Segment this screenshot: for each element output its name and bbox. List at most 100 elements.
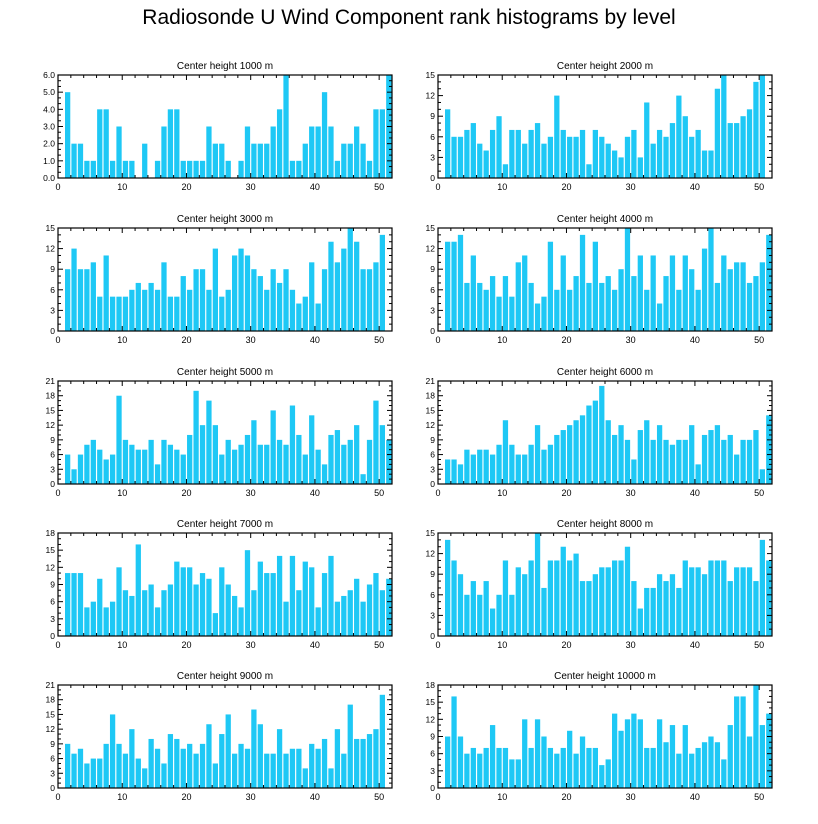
histogram-bar xyxy=(470,581,476,636)
histogram-bar xyxy=(470,747,476,788)
y-tick-label: 15 xyxy=(46,545,56,555)
histogram-bar xyxy=(695,289,701,331)
histogram-bar xyxy=(219,454,225,484)
histogram-bar xyxy=(656,425,663,484)
histogram-bar xyxy=(477,753,483,788)
histogram-bar xyxy=(97,449,103,484)
histogram-bar xyxy=(309,743,315,788)
x-tick-label: 0 xyxy=(55,640,60,650)
histogram-bar xyxy=(347,439,353,484)
x-tick-label: 30 xyxy=(246,640,256,650)
histogram-bar xyxy=(759,725,765,788)
histogram-bar xyxy=(161,590,167,636)
panel-title: Center height 3000 m xyxy=(177,214,273,225)
y-tick-label: 6 xyxy=(430,132,435,142)
histogram-bar xyxy=(161,763,167,788)
histogram-bar xyxy=(656,129,663,178)
histogram-bar xyxy=(714,282,721,331)
y-tick-label: 0 xyxy=(430,326,435,336)
histogram-bar xyxy=(270,410,276,484)
x-tick-label: 40 xyxy=(690,792,700,802)
histogram-bar xyxy=(528,444,534,484)
y-tick-label: 15 xyxy=(426,697,436,707)
histogram-bar xyxy=(547,560,554,636)
histogram-bar xyxy=(238,160,244,178)
histogram-bar xyxy=(276,439,283,484)
histogram-panel: Center height 3000 m 0 3 6 9 12 15 0 10 20 30 40 50 xyxy=(46,214,393,345)
histogram-bar xyxy=(206,126,212,178)
x-tick-label: 20 xyxy=(561,182,571,192)
histogram-bar xyxy=(71,753,77,788)
histogram-bar xyxy=(457,574,464,636)
histogram-bar xyxy=(592,747,598,788)
y-tick-label: 6 xyxy=(430,749,435,759)
histogram-bar xyxy=(71,469,77,484)
y-tick-label: 12 xyxy=(426,714,436,724)
x-tick-label: 50 xyxy=(374,488,384,498)
y-tick-label: 9 xyxy=(50,580,55,590)
histogram-bar xyxy=(669,725,676,788)
histogram-bar xyxy=(759,75,765,178)
histogram-bar xyxy=(232,449,238,484)
histogram-bar xyxy=(477,449,483,484)
histogram-bar xyxy=(560,546,566,636)
y-tick-label: 18 xyxy=(426,680,436,690)
histogram-bar xyxy=(554,753,560,788)
histogram-bar xyxy=(341,595,347,636)
panel-title: Center height 10000 m xyxy=(554,671,656,682)
histogram-bar xyxy=(315,126,321,178)
histogram-bar xyxy=(695,747,701,788)
histogram-bar xyxy=(309,567,315,636)
histogram-bar xyxy=(283,601,289,636)
histogram-bar xyxy=(502,420,509,484)
histogram-bar xyxy=(90,439,96,484)
histogram-bar xyxy=(109,296,116,331)
histogram-bar xyxy=(560,430,566,484)
histogram-bar xyxy=(302,143,308,178)
histogram-bar xyxy=(451,696,457,788)
histogram-bar xyxy=(174,738,180,788)
y-tick-label: 4.0 xyxy=(43,104,55,114)
histogram-bar xyxy=(740,262,746,331)
x-tick-label: 40 xyxy=(690,640,700,650)
histogram-bar xyxy=(321,92,328,178)
x-tick-label: 30 xyxy=(626,640,636,650)
y-tick-label: 21 xyxy=(46,376,56,386)
histogram-bar xyxy=(116,296,122,331)
histogram-bar xyxy=(766,560,772,636)
histogram-bar xyxy=(212,425,218,484)
histogram-bar xyxy=(496,296,502,331)
y-tick-label: 12 xyxy=(426,91,436,101)
histogram-bar xyxy=(135,449,141,484)
histogram-bar xyxy=(573,420,579,484)
histogram-bar xyxy=(605,276,611,331)
histogram-bar xyxy=(637,608,643,636)
histogram-bar xyxy=(663,136,669,178)
histogram-bar xyxy=(560,255,566,331)
x-tick-label: 20 xyxy=(561,792,571,802)
histogram-bar xyxy=(276,282,283,331)
histogram-bar xyxy=(193,160,199,178)
histogram-bar xyxy=(174,109,180,178)
histogram-bar xyxy=(206,578,212,636)
histogram-bar xyxy=(360,269,366,331)
y-tick-label: 6 xyxy=(50,285,55,295)
histogram-bar xyxy=(373,400,379,484)
histogram-bar xyxy=(212,248,218,331)
histogram-bar xyxy=(605,759,611,788)
y-tick-label: 18 xyxy=(46,695,56,705)
histogram-bar xyxy=(618,425,624,484)
y-tick-label: 3 xyxy=(430,610,435,620)
histogram-bar xyxy=(238,743,244,788)
y-tick-label: 0 xyxy=(430,783,435,793)
y-tick-label: 3 xyxy=(430,152,435,162)
y-tick-label: 3.0 xyxy=(43,122,55,132)
histogram-bar xyxy=(302,296,308,331)
histogram-bar xyxy=(663,581,669,636)
histogram-bar xyxy=(296,434,302,484)
panel-title: Center height 5000 m xyxy=(177,367,273,378)
histogram-bar xyxy=(122,160,129,178)
histogram-bar xyxy=(103,607,109,636)
histogram-bar xyxy=(714,560,721,636)
histogram-bar xyxy=(464,282,470,331)
